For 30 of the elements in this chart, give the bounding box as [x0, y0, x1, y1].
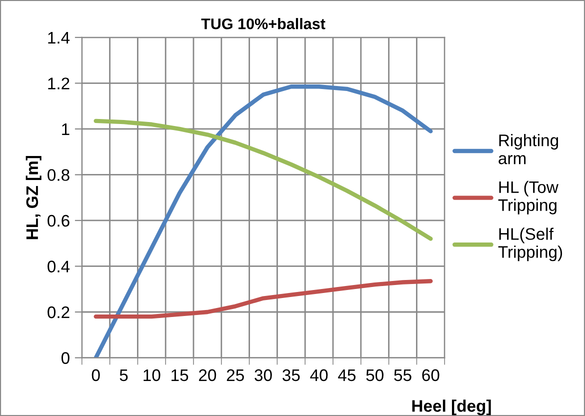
x-tick-label: 5	[120, 369, 128, 382]
line-series	[94, 279, 433, 319]
y-tick-label: 0.2	[48, 306, 70, 318]
x-tick-label: 45	[338, 369, 356, 382]
x-tick-label: 25	[226, 369, 244, 382]
x-tick-label: 55	[394, 369, 412, 382]
legend-label: HL(Self Tripping)	[498, 228, 562, 262]
line-series	[94, 118, 433, 241]
x-axis-title: Heel [deg]	[412, 400, 491, 416]
x-tick-label: 60	[422, 369, 440, 382]
x-tick-label: 15	[172, 369, 188, 382]
x-tick-label: 50	[366, 369, 384, 382]
y-axis-title: HL, GZ [m]	[26, 156, 42, 240]
y-tick-label: 0	[61, 352, 70, 364]
line-series	[94, 84, 433, 358]
x-tick-label: 0	[92, 369, 100, 382]
x-tick-label: 30	[254, 369, 272, 382]
x-tick-label: 40	[310, 369, 328, 382]
x-tick-label: 20	[199, 369, 216, 382]
x-tick-label: 10	[144, 369, 160, 382]
legend-label: HL (Tow Tripping	[498, 180, 558, 214]
y-tick-label: 0.8	[48, 169, 70, 181]
y-tick-label: 1.2	[48, 78, 70, 90]
x-tick-label: 35	[282, 369, 300, 382]
y-tick-label: 0.6	[48, 214, 70, 227]
legend-label: Righting arm	[498, 134, 558, 164]
y-tick-label: 0.4	[48, 260, 70, 272]
y-tick-label: 1	[62, 124, 70, 135]
y-tick-label: 1.4	[48, 32, 70, 44]
chart-title: TUG 10%+ballast	[201, 18, 326, 30]
